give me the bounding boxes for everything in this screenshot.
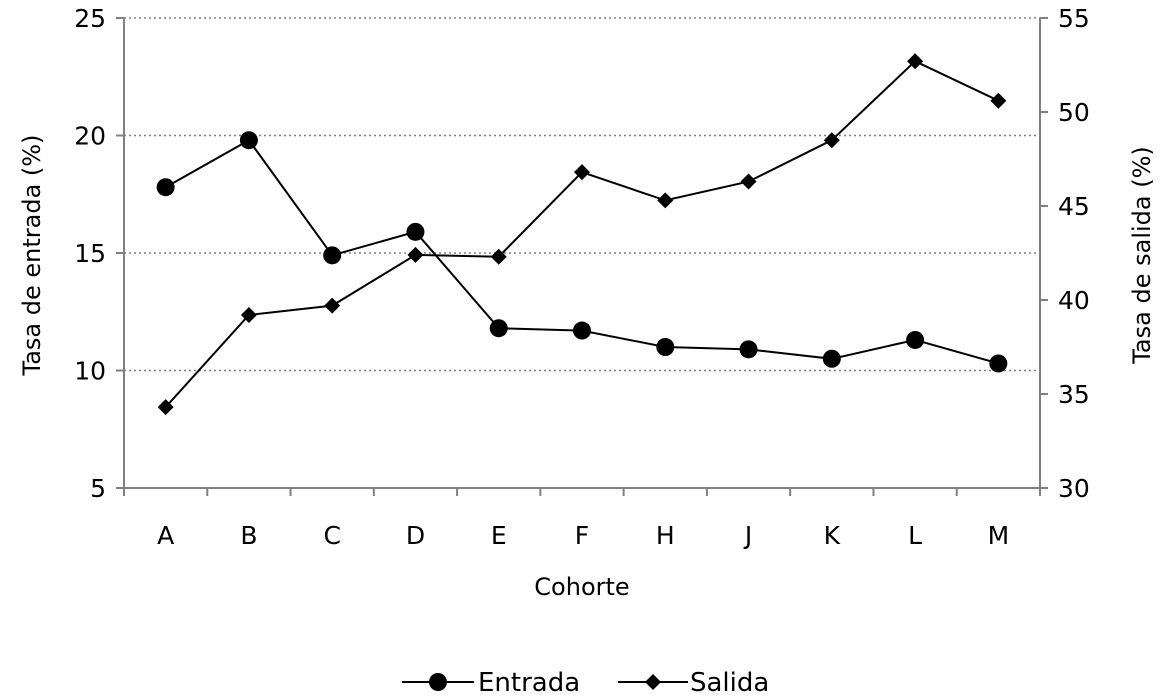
data-point-entrada [573,321,591,340]
y-tick-label-left: 25 [74,4,106,33]
data-point-entrada [989,354,1008,373]
legend-item-entrada: Entrada [402,668,580,696]
data-point-salida [740,173,757,190]
series [156,53,1008,416]
y-axis-title-left: Tasa de entrada (%) [18,135,46,377]
data-point-salida [157,399,174,416]
data-point-entrada [489,319,508,338]
y-tick-label-left: 15 [74,239,106,268]
data-point-entrada [406,222,425,241]
y-tick-label-right: 40 [1058,286,1090,315]
data-point-entrada [239,131,258,150]
y-tick-label-right: 35 [1058,380,1090,409]
data-point-entrada [156,178,175,197]
x-tick-label: J [743,521,752,550]
y-axis-title-right: Tasa de salida (%) [1128,146,1156,365]
x-tick-label: L [908,521,922,550]
data-point-entrada [906,330,925,349]
data-point-salida [823,132,840,149]
data-point-salida [490,248,507,265]
legend-marker-entrada [429,673,447,691]
y-tick-label-right: 55 [1058,4,1090,33]
legend-item-salida: Salida [618,668,769,696]
y-tick-label-left: 20 [74,122,106,151]
data-point-entrada [822,349,841,368]
y-tick-label-left: 5 [90,474,106,503]
data-point-salida [990,92,1007,109]
axes [116,17,1048,496]
data-point-salida [240,307,257,324]
legend: Entrada Salida [402,668,769,696]
data-point-salida [657,192,674,209]
x-tick-label: H [656,521,675,550]
data-point-entrada [323,246,342,265]
data-point-salida [907,53,924,70]
legend-label-salida: Salida [690,668,769,696]
data-point-salida [574,164,590,181]
series-line-salida [164,60,999,408]
x-tick-label: F [575,521,589,550]
tick-labels: 5 10 15 20 25 30 35 40 45 50 55 A B C D E F H J K L M [74,4,1090,550]
y-tick-label-right: 30 [1058,474,1090,503]
x-tick-label: E [491,521,507,550]
data-point-entrada [656,338,675,356]
x-axis-title: Cohorte [534,573,629,601]
x-tick-label: K [824,521,841,550]
legend-label-entrada: Entrada [478,668,580,696]
y-tick-label-left: 10 [74,357,106,386]
data-point-entrada [739,340,758,359]
legend-marker-salida [645,674,661,690]
x-tick-label: C [323,521,340,550]
y-tick-label-right: 50 [1058,98,1090,127]
data-point-salida [407,246,424,263]
gridlines [124,17,1040,372]
data-point-salida [324,297,341,314]
x-tick-label: B [240,521,257,550]
x-tick-label: M [988,521,1010,550]
x-tick-label: A [157,521,174,550]
y-tick-label-right: 45 [1058,192,1090,221]
x-tick-label: D [406,521,425,550]
